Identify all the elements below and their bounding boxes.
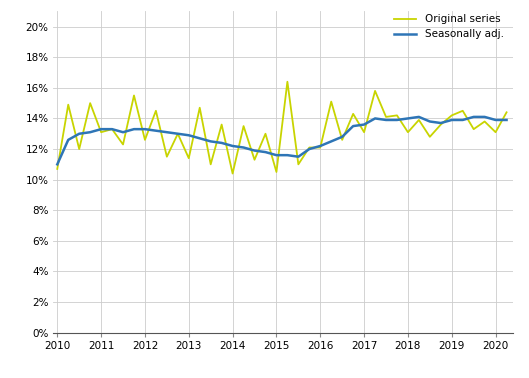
Seasonally adj. — [131, 127, 137, 132]
Original series — [142, 138, 148, 142]
Original series — [251, 158, 258, 162]
Seasonally adj. — [76, 132, 83, 136]
Seasonally adj. — [109, 127, 115, 132]
Seasonally adj. — [317, 144, 323, 148]
Original series — [427, 135, 433, 139]
Seasonally adj. — [54, 162, 60, 167]
Original series — [163, 155, 170, 159]
Original series — [460, 108, 466, 113]
Seasonally adj. — [240, 145, 247, 150]
Seasonally adj. — [339, 135, 345, 139]
Seasonally adj. — [284, 153, 290, 157]
Seasonally adj. — [273, 153, 280, 157]
Original series — [306, 145, 313, 150]
Original series — [98, 130, 104, 135]
Line: Seasonally adj.: Seasonally adj. — [57, 117, 507, 164]
Original series — [120, 142, 126, 147]
Original series — [470, 127, 477, 132]
Original series — [317, 145, 323, 150]
Seasonally adj. — [394, 118, 400, 122]
Seasonally adj. — [306, 147, 313, 151]
Seasonally adj. — [186, 133, 192, 138]
Seasonally adj. — [427, 119, 433, 124]
Original series — [295, 162, 302, 167]
Seasonally adj. — [481, 115, 488, 119]
Original series — [372, 88, 378, 93]
Original series — [361, 130, 367, 135]
Seasonally adj. — [142, 127, 148, 132]
Seasonally adj. — [175, 132, 181, 136]
Seasonally adj. — [383, 118, 389, 122]
Seasonally adj. — [218, 141, 225, 145]
Seasonally adj. — [163, 130, 170, 135]
Seasonally adj. — [372, 116, 378, 121]
Original series — [240, 124, 247, 129]
Original series — [350, 112, 357, 116]
Seasonally adj. — [207, 139, 214, 144]
Legend: Original series, Seasonally adj.: Original series, Seasonally adj. — [389, 10, 508, 44]
Original series — [65, 102, 71, 107]
Seasonally adj. — [460, 118, 466, 122]
Original series — [437, 122, 444, 127]
Seasonally adj. — [361, 122, 367, 127]
Seasonally adj. — [470, 115, 477, 119]
Original series — [383, 115, 389, 119]
Seasonally adj. — [449, 118, 455, 122]
Seasonally adj. — [492, 118, 499, 122]
Seasonally adj. — [87, 130, 93, 135]
Seasonally adj. — [65, 138, 71, 142]
Original series — [153, 108, 159, 113]
Original series — [449, 113, 455, 118]
Original series — [207, 162, 214, 167]
Seasonally adj. — [120, 130, 126, 135]
Original series — [328, 99, 334, 104]
Seasonally adj. — [251, 148, 258, 153]
Original series — [492, 130, 499, 135]
Seasonally adj. — [153, 129, 159, 133]
Original series — [481, 119, 488, 124]
Original series — [394, 113, 400, 118]
Seasonally adj. — [437, 121, 444, 125]
Line: Original series: Original series — [57, 82, 507, 174]
Seasonally adj. — [504, 118, 510, 122]
Seasonally adj. — [350, 124, 357, 129]
Seasonally adj. — [295, 155, 302, 159]
Original series — [131, 93, 137, 98]
Seasonally adj. — [405, 116, 411, 121]
Seasonally adj. — [98, 127, 104, 132]
Original series — [87, 101, 93, 105]
Original series — [262, 132, 269, 136]
Original series — [405, 130, 411, 135]
Original series — [339, 138, 345, 142]
Original series — [416, 118, 422, 122]
Original series — [284, 79, 290, 84]
Original series — [230, 171, 236, 176]
Original series — [186, 156, 192, 161]
Original series — [273, 170, 280, 174]
Seasonally adj. — [416, 115, 422, 119]
Original series — [218, 122, 225, 127]
Original series — [197, 105, 203, 110]
Seasonally adj. — [230, 144, 236, 148]
Original series — [76, 147, 83, 151]
Original series — [504, 110, 510, 115]
Original series — [175, 132, 181, 136]
Seasonally adj. — [328, 139, 334, 144]
Seasonally adj. — [262, 150, 269, 154]
Original series — [109, 127, 115, 132]
Seasonally adj. — [197, 136, 203, 141]
Original series — [54, 167, 60, 171]
